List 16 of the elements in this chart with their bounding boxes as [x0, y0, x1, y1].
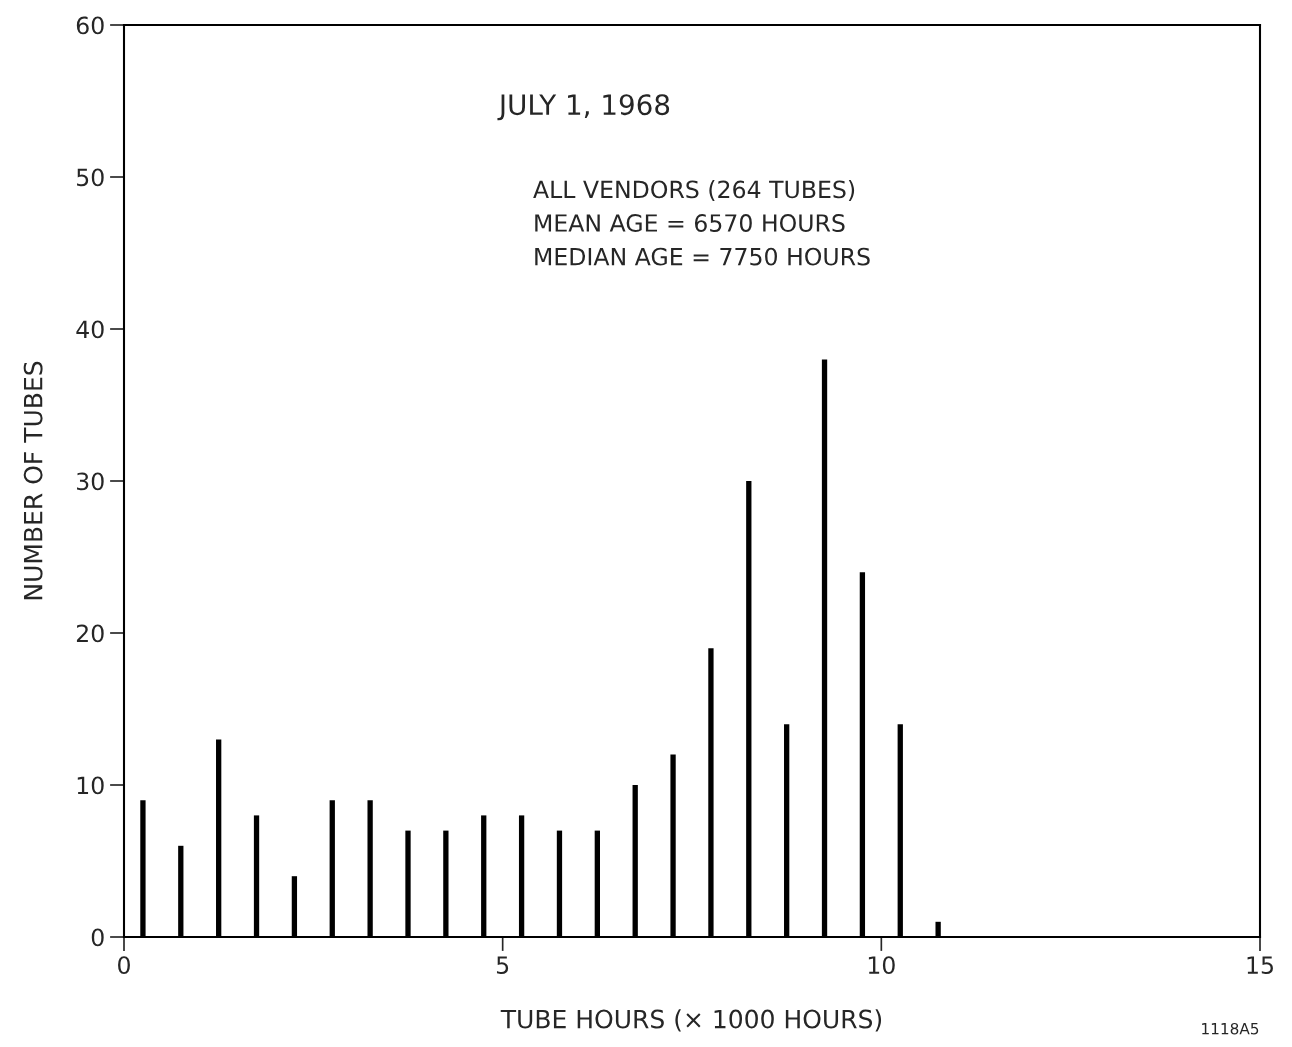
x-tick-label: 5: [496, 956, 509, 975]
x-tick-label: 10: [868, 956, 895, 975]
y-tick-label: 0: [91, 928, 104, 947]
text: 1118A5: [1202, 1022, 1259, 1035]
text: JULY 1, 1968: [497, 94, 670, 121]
annotation: ALL VENDORS (264 TUBES) MEAN AGE = 6570 HOURS MEDIAN AGE = 7750 HOURS: [533, 180, 870, 266]
y-tick-label: 30: [77, 472, 104, 491]
y-tick-label: 60: [76, 16, 104, 35]
x-tick-label: 0: [118, 956, 130, 975]
x-tick-label: 15: [1247, 956, 1273, 975]
y-axis-title: NUMBER OF TUBES: [23, 361, 43, 600]
y-tick-label: 40: [76, 320, 104, 339]
y-tick-label: 10: [77, 776, 104, 795]
x-axis-title: TUBE HOURS (× 1000 HOURS): [500, 1009, 882, 1032]
y-tick-label: 50: [77, 168, 104, 187]
y-tick-label: 20: [76, 624, 104, 643]
